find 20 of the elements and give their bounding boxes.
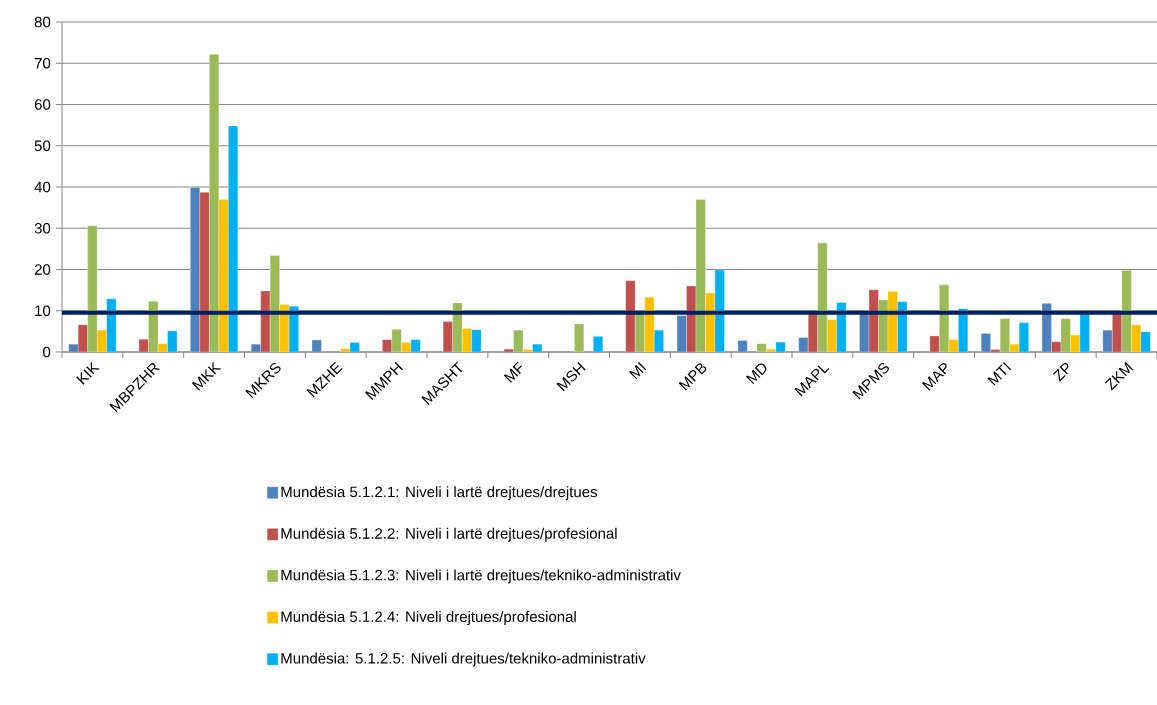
- y-tick-label: 20: [34, 264, 51, 275]
- x-tick-label: KIK: [76, 361, 100, 385]
- y-tick-label: 60: [34, 99, 51, 110]
- x-tick-label: MI: [629, 362, 647, 380]
- legend-label: Mundësia: 5.1.2.5: Niveli drejtues/tekniko-administrativ: [281, 652, 646, 667]
- y-tick-label: 10: [35, 305, 51, 317]
- y-tick-label: 50: [34, 140, 51, 152]
- y-tick-label: 30: [34, 222, 51, 234]
- y-tick-label: 70: [34, 57, 51, 69]
- y-tick-label: 0: [43, 346, 51, 358]
- y-tick-label: 40: [34, 181, 51, 193]
- x-tick-label: ZP: [1052, 362, 1069, 382]
- legend-label: Mundësia 5.1.2.4: Niveli drejtues/profesional: [281, 610, 576, 625]
- y-tick-label: 80: [34, 16, 51, 28]
- legend-label: Mundësia 5.1.2.2: Niveli i lartë drejtues/profesional: [281, 527, 617, 542]
- legend-label: Mundësia 5.1.2.1: Niveli i lartë drejtues/drejtues: [281, 486, 598, 501]
- x-tick-label: MD: [745, 363, 767, 385]
- legend-label: Mundësia 5.1.2.3: Niveli i lartë drejtues/tekniko-administrativ: [281, 569, 681, 584]
- x-tick-label: MF: [503, 361, 523, 383]
- x-tick-label: MTI: [987, 362, 1012, 386]
